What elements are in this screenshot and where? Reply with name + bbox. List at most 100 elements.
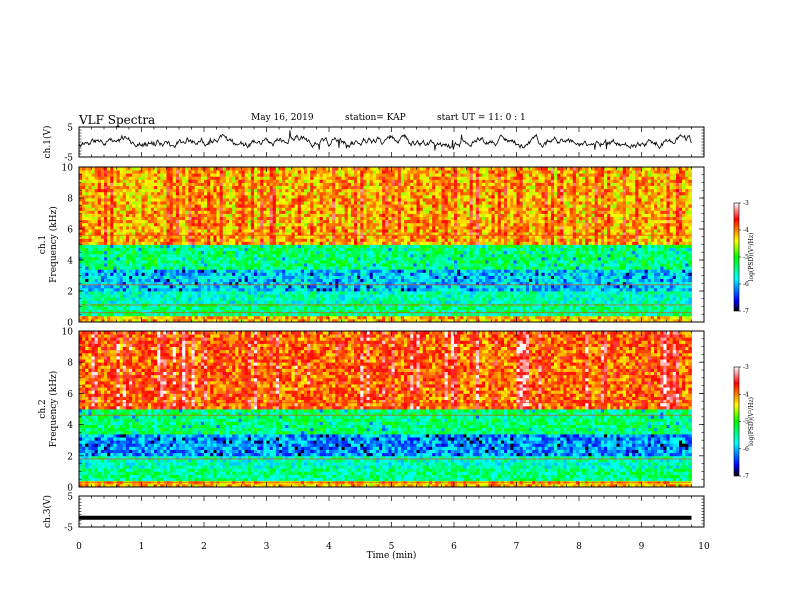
- psd-cell: [207, 257, 211, 261]
- psd-cell: [657, 297, 661, 301]
- psd-cell: [151, 307, 155, 311]
- psd-cell: [345, 248, 349, 252]
- psd-cell: [398, 313, 402, 317]
- psd-cell: [517, 245, 521, 249]
- psd-cell: [607, 263, 611, 267]
- psd-cell: [235, 297, 239, 301]
- psd-cell: [138, 297, 142, 301]
- psd-cell: [329, 241, 333, 245]
- psd-cell: [220, 241, 224, 245]
- psd-cell: [198, 257, 202, 261]
- psd-cell: [548, 269, 552, 273]
- psd-cell: [623, 297, 627, 301]
- psd-cell: [623, 257, 627, 261]
- psd-cell: [157, 294, 161, 298]
- psd-cell: [676, 245, 680, 249]
- psd-cell: [470, 294, 474, 298]
- psd-cell: [163, 248, 167, 252]
- psd-cell: [638, 279, 642, 283]
- psd-cell: [148, 245, 152, 249]
- psd-cell: [135, 248, 139, 252]
- psd-cell: [292, 288, 296, 292]
- psd-cell: [367, 297, 371, 301]
- psd-cell: [407, 294, 411, 298]
- psd-cell: [535, 291, 539, 295]
- psd-cell: [526, 313, 530, 317]
- psd-cell: [120, 251, 124, 255]
- psd-cell: [273, 251, 277, 255]
- psd-cell: [198, 279, 202, 283]
- psd-cell: [160, 276, 164, 280]
- psd-cell: [370, 316, 374, 320]
- psd-cell: [223, 294, 227, 298]
- psd-cell: [126, 272, 130, 276]
- psd-cell: [213, 263, 217, 267]
- psd-cell: [238, 291, 242, 295]
- psd-cell: [623, 316, 627, 320]
- psd-cell: [229, 248, 233, 252]
- psd-cell: [207, 269, 211, 273]
- psd-cell: [157, 260, 161, 264]
- psd-cell: [488, 263, 492, 267]
- psd-cell: [151, 248, 155, 252]
- psd-cell: [510, 245, 514, 249]
- psd-cell: [379, 307, 383, 311]
- psd-cell: [229, 300, 233, 304]
- psd-cell: [526, 260, 530, 264]
- psd-cell: [379, 266, 383, 270]
- psd-cell: [373, 266, 377, 270]
- psd-cell: [207, 245, 211, 249]
- psd-cell: [226, 257, 230, 261]
- psd-cell: [476, 291, 480, 295]
- psd-cell: [182, 254, 186, 257]
- psd-cell: [688, 269, 692, 273]
- psd-cell: [429, 254, 433, 257]
- psd-cell: [245, 300, 249, 304]
- psd-cell: [501, 297, 505, 301]
- psd-cell: [238, 300, 242, 304]
- psd-cell: [163, 279, 167, 283]
- psd-cell: [85, 279, 89, 283]
- psd-cell: [617, 316, 621, 320]
- psd-cell: [107, 297, 111, 301]
- psd-cell: [357, 248, 361, 252]
- psd-cell: [613, 266, 617, 270]
- psd-cell: [276, 294, 280, 298]
- psd-cell: [220, 272, 224, 276]
- psd-cell: [648, 288, 652, 292]
- psd-cell: [610, 288, 614, 292]
- psd-cell: [107, 276, 111, 280]
- psd-cell: [263, 241, 267, 245]
- psd-cell: [595, 294, 599, 298]
- psd-cell: [154, 285, 158, 289]
- psd-cell: [167, 266, 171, 270]
- psd-cell: [673, 254, 677, 257]
- psd-cell: [332, 245, 336, 249]
- psd-cell: [688, 260, 692, 264]
- psd-cell: [267, 276, 271, 280]
- psd-cell: [392, 300, 396, 304]
- psd-cell: [563, 297, 567, 301]
- psd-cell: [670, 269, 674, 273]
- psd-cell: [492, 316, 496, 320]
- psd-cell: [598, 245, 602, 249]
- psd-cell: [501, 300, 505, 304]
- psd-cell: [138, 291, 142, 295]
- psd-cell: [173, 251, 177, 255]
- psd-cell: [332, 276, 336, 280]
- psd-cell: [357, 245, 361, 249]
- psd-cell: [682, 300, 686, 304]
- psd-cell: [326, 257, 330, 261]
- psd-cell: [517, 276, 521, 280]
- psd-cell: [342, 297, 346, 301]
- psd-cell: [82, 307, 86, 311]
- psd-cell: [167, 288, 171, 292]
- psd-cell: [279, 300, 283, 304]
- psd-cell: [173, 285, 177, 289]
- psd-cell: [573, 288, 577, 292]
- psd-cell: [638, 276, 642, 280]
- psd-cell: [507, 300, 511, 304]
- psd-cell: [642, 248, 646, 252]
- psd-cell: [467, 245, 471, 249]
- psd-cell: [442, 300, 446, 304]
